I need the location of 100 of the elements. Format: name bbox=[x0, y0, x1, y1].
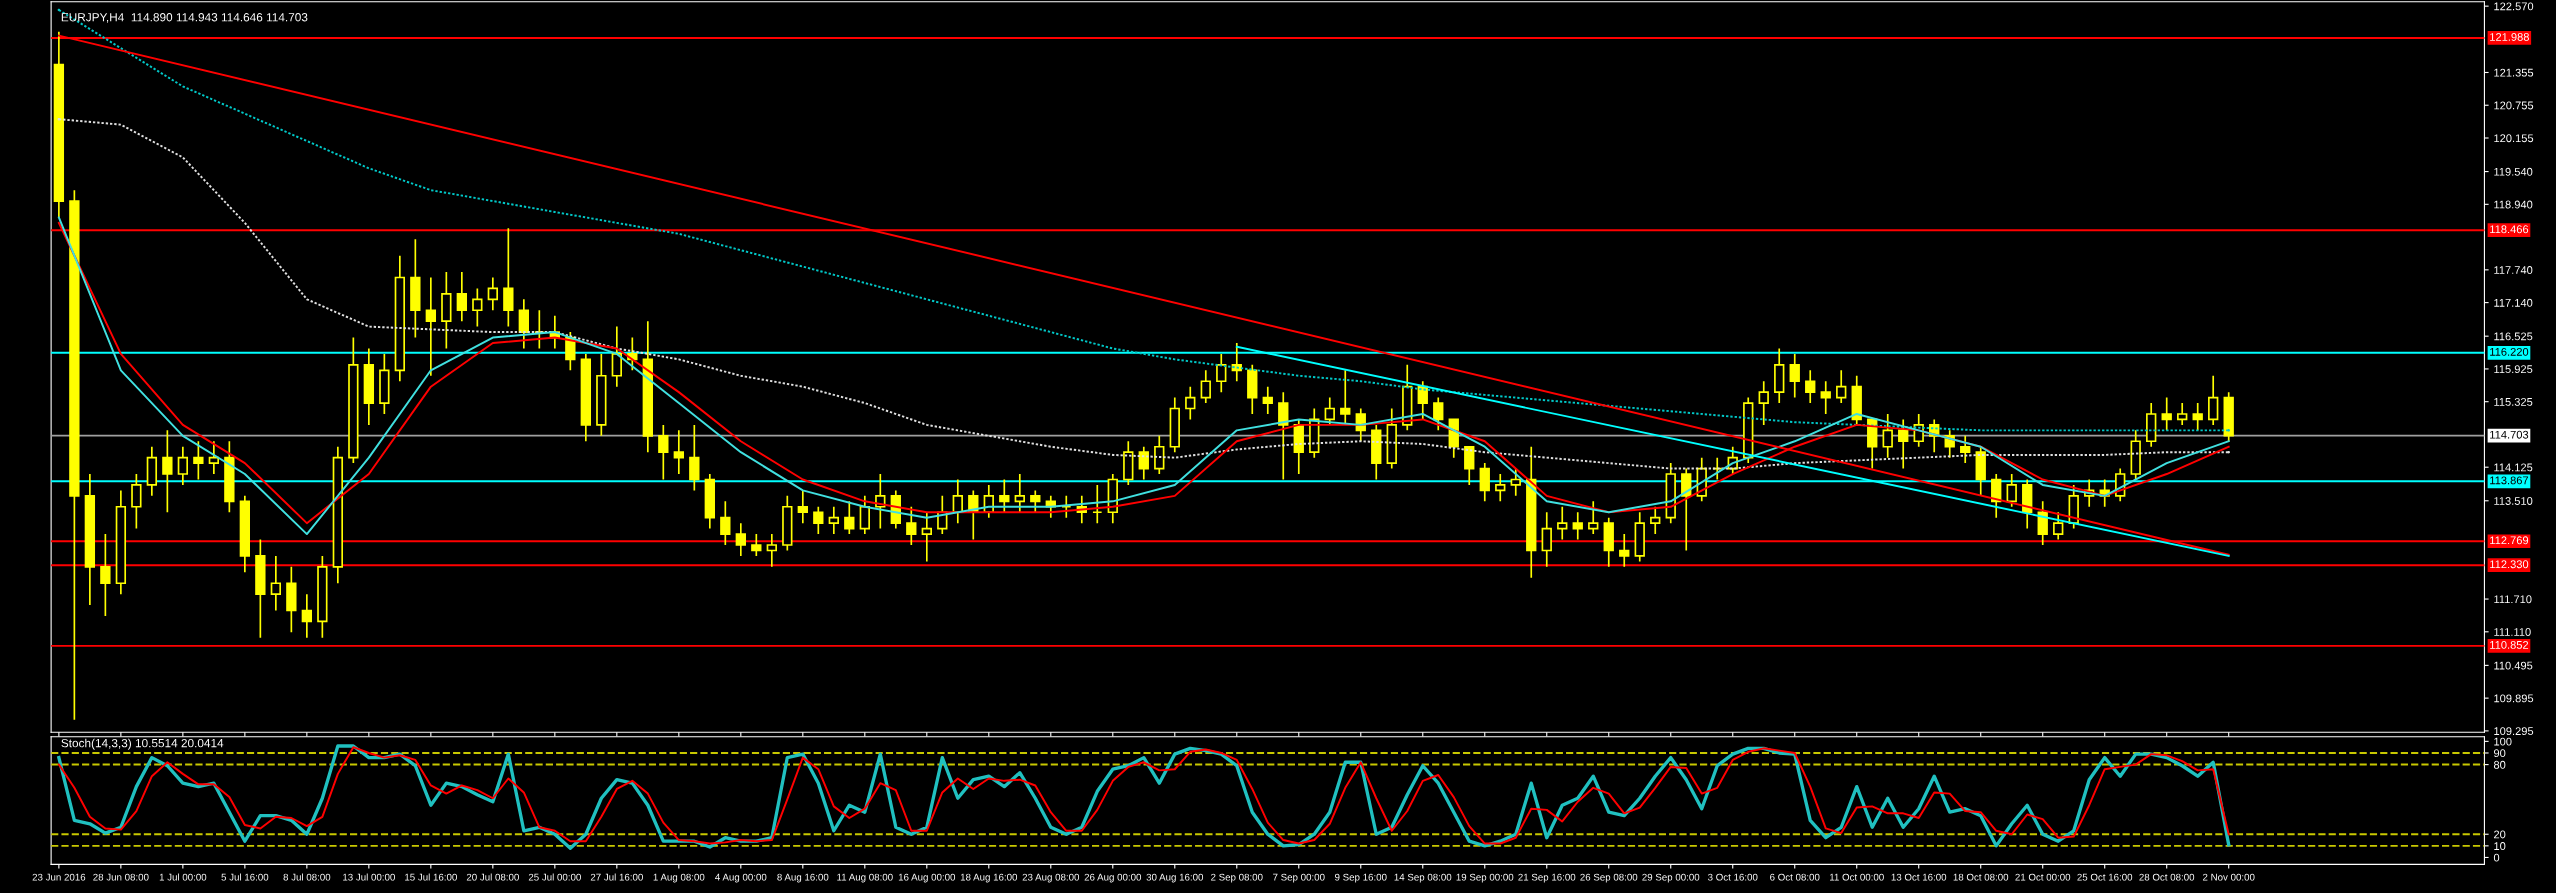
candlestick bbox=[100, 533, 111, 617]
line-series bbox=[57, 8, 2230, 432]
candlestick bbox=[286, 566, 297, 634]
candlestick bbox=[1526, 445, 1537, 579]
candlestick bbox=[2006, 473, 2017, 508]
x-tick-label: 27 Jul 16:00 bbox=[590, 873, 643, 881]
candlestick bbox=[317, 555, 328, 639]
y-tick-label: 90 bbox=[2493, 749, 2506, 758]
ref-line-label: 116.220 bbox=[2490, 347, 2529, 356]
candlestick bbox=[751, 533, 762, 557]
candlestick bbox=[255, 538, 266, 639]
candlestick bbox=[162, 429, 173, 514]
candlestick bbox=[1433, 396, 1444, 432]
x-tick-label: 26 Aug 00:00 bbox=[1084, 873, 1142, 883]
y-tick-label: 115.325 bbox=[2494, 397, 2533, 406]
candlestick bbox=[224, 440, 235, 514]
candlestick bbox=[642, 320, 653, 454]
y-tick-label: 114.125 bbox=[2494, 463, 2533, 472]
candlestick bbox=[704, 473, 715, 530]
candlestick bbox=[1495, 473, 1506, 503]
x-tick-label: 18 Oct 08:00 bbox=[1953, 873, 2009, 881]
point bbox=[2227, 450, 2230, 454]
candlestick bbox=[1340, 369, 1351, 426]
candlestick bbox=[1386, 407, 1397, 470]
candlestick bbox=[1185, 385, 1196, 421]
candlestick bbox=[1138, 445, 1149, 481]
candlestick bbox=[534, 309, 545, 350]
x-tick-label: 28 Oct 08:00 bbox=[2139, 873, 2195, 881]
candlestick bbox=[689, 424, 700, 492]
candlestick bbox=[270, 555, 282, 612]
candlestick bbox=[1030, 489, 1041, 514]
y-tick-label: 110.495 bbox=[2494, 661, 2533, 670]
x-tick-label: 4 Aug 00:00 bbox=[715, 873, 767, 883]
candlestick bbox=[348, 336, 359, 464]
ref-line-label: 118.466 bbox=[2490, 225, 2529, 234]
candlestick bbox=[239, 495, 251, 574]
candlestick bbox=[1371, 424, 1382, 481]
chart-title: Stoch(14,3,3) 10.5514 20.0414 bbox=[61, 738, 224, 750]
y-tick-label: 120.755 bbox=[2494, 101, 2534, 110]
y-tick-label: 113.510 bbox=[2494, 497, 2533, 505]
ref-line-label: 112.330 bbox=[2490, 560, 2529, 569]
candlestick bbox=[1200, 369, 1211, 404]
point bbox=[57, 8, 61, 12]
y-tick-label: 100 bbox=[2494, 737, 2512, 746]
candlestick bbox=[766, 533, 777, 568]
candlestick bbox=[1898, 418, 1909, 470]
candlestick bbox=[1789, 353, 1800, 399]
candlestick bbox=[363, 347, 375, 426]
ref-line-label: 110.852 bbox=[2490, 641, 2529, 649]
candlestick bbox=[53, 30, 65, 219]
candlestick bbox=[503, 227, 514, 328]
candlestick bbox=[1510, 467, 1521, 497]
candlestick bbox=[1092, 484, 1103, 524]
ref-line-label: 121.988 bbox=[2490, 33, 2529, 41]
x-tick-label: 9 Sep 16:00 bbox=[1335, 873, 1387, 883]
candlestick bbox=[1293, 418, 1304, 475]
candlestick bbox=[1619, 533, 1630, 568]
y-tick-label: 109.295 bbox=[2494, 727, 2534, 736]
x-tick-label: 7 Sep 00:00 bbox=[1273, 873, 1325, 883]
candlestick bbox=[2223, 391, 2234, 443]
candlestick bbox=[1123, 440, 1134, 486]
x-tick-label: 11 Aug 08:00 bbox=[837, 873, 893, 883]
candlestick bbox=[1169, 396, 1180, 454]
candlestick bbox=[1758, 380, 1769, 426]
x-tick-label: 30 Aug 16:00 bbox=[1146, 873, 1204, 883]
y-tick-label: 111.710 bbox=[2494, 595, 2532, 604]
x-tick-label: 28 Jun 08:00 bbox=[93, 873, 149, 881]
candlestick bbox=[332, 445, 344, 585]
candlestick bbox=[1014, 473, 1025, 514]
candlestick bbox=[1324, 396, 1335, 426]
candlestick bbox=[146, 445, 158, 497]
x-tick-label: 3 Oct 16:00 bbox=[1707, 873, 1758, 881]
x-tick-label: 21 Sep 16:00 bbox=[1518, 873, 1576, 883]
candlestick bbox=[1851, 374, 1862, 426]
x-tick-label: 20 Jul 08:00 bbox=[466, 873, 519, 881]
candlestick bbox=[131, 473, 142, 530]
y-tick-label: 111.110 bbox=[2494, 628, 2531, 636]
y-tick-label: 117.740 bbox=[2494, 266, 2533, 274]
candlestick bbox=[921, 511, 932, 563]
x-tick-label: 14 Sep 08:00 bbox=[1394, 873, 1452, 883]
candlestick bbox=[1991, 473, 2002, 519]
candlestick bbox=[782, 495, 793, 552]
candlestick bbox=[1262, 385, 1273, 415]
candlestick bbox=[611, 325, 623, 388]
candlestick bbox=[1417, 380, 1428, 421]
text: EURJPY,H4 114.890 114.943 114.646 114.703 bbox=[61, 13, 308, 23]
x-tick-label: 6 Oct 08:00 bbox=[1770, 873, 1820, 881]
x-tick-label: 8 Jul 08:00 bbox=[283, 873, 331, 881]
x-tick-label: 1 Jul 00:00 bbox=[159, 873, 207, 881]
candlestick bbox=[2208, 374, 2219, 426]
ref-line-label: 114.703 bbox=[2490, 430, 2529, 439]
x-tick-label: 2 Sep 08:00 bbox=[1211, 873, 1263, 883]
candlestick bbox=[580, 353, 592, 443]
x-tick-label: 2 Nov 00:00 bbox=[2202, 873, 2255, 881]
candlestick bbox=[859, 495, 870, 535]
candlestick bbox=[425, 276, 437, 377]
candlestick bbox=[379, 353, 390, 415]
candlestick bbox=[596, 353, 607, 437]
candlestick bbox=[1557, 505, 1568, 541]
x-tick-label: 5 Jul 16:00 bbox=[221, 873, 269, 881]
